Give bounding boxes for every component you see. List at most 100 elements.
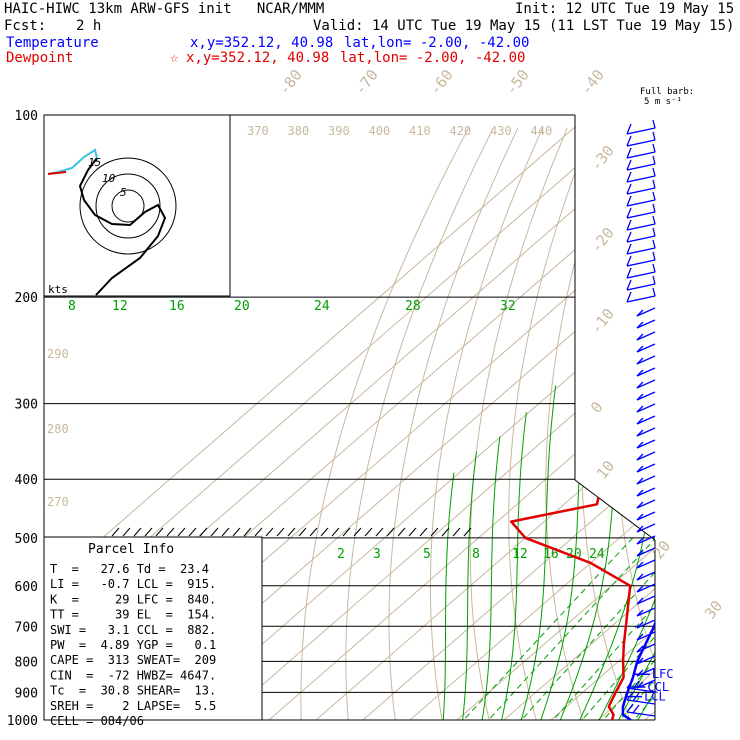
dewpoint-xy: x,y=352.12, 40.98 — [186, 50, 330, 66]
theta-label: 400 — [369, 124, 391, 138]
dry-adiabat — [508, 127, 593, 720]
isotherm-label: -10 — [587, 305, 618, 337]
hatch-mark — [397, 527, 406, 537]
level-label-lcl: LCL — [644, 690, 666, 704]
hatch-mark — [463, 527, 472, 537]
wind-barb — [636, 307, 656, 317]
pressure-label: 900 — [15, 686, 38, 701]
isotherm-line — [724, 102, 740, 733]
hatch-mark — [386, 527, 395, 537]
theta-label: 430 — [490, 124, 512, 138]
parcel-info-box: Parcel Info T = 27.6 Td = 23.4LI = -0.7 … — [43, 536, 263, 728]
wind-barb — [626, 691, 656, 705]
fcst-label: Fcst: — [4, 18, 47, 34]
hodograph-ring-label: 10 — [102, 172, 116, 185]
pressure-label: 600 — [15, 580, 38, 595]
mixing-ratio-labels: 8 12 16 20 24 28 322 3 5 8 12 16 20 24 — [68, 299, 605, 562]
isotherm-label: -60 — [426, 66, 457, 98]
wind-barb — [636, 343, 656, 353]
sounding-profiles — [509, 115, 655, 720]
dewpoint-profile — [509, 115, 655, 720]
moist-adiabat — [611, 297, 655, 720]
isotherm-label: 0 — [587, 398, 607, 416]
parcel-info-row: LI = -0.7 LCL = 915. — [50, 577, 216, 591]
hodograph-frame — [43, 114, 231, 297]
hatch-mark — [430, 527, 439, 537]
parcel-info-row: SWI = 3.1 CCL = 882. — [50, 623, 216, 637]
wind-barb — [636, 643, 656, 653]
wind-barbs — [626, 119, 656, 717]
hodograph-trace-lower — [78, 157, 167, 296]
hatch-mark — [232, 527, 241, 537]
dewpoint-latlon: lat,lon= -2.00, -42.00 — [340, 50, 526, 66]
wind-barb — [636, 367, 656, 377]
mixing-ratio-label: 5 — [423, 547, 431, 562]
wind-barb — [626, 227, 656, 243]
pressure-label: 400 — [15, 473, 38, 488]
hatch-mark — [221, 527, 230, 537]
wind-barb — [636, 571, 656, 581]
wind-barb — [636, 667, 656, 677]
theta-label: 370 — [247, 124, 269, 138]
theta-label: 280 — [47, 422, 69, 436]
parcel-info-row: CAPE = 313 SWEAT= 209 — [50, 653, 216, 667]
hatch-mark — [188, 527, 197, 537]
isotherm-label: 30 — [701, 597, 726, 622]
wind-barb — [626, 239, 656, 255]
pressure-label: 800 — [15, 655, 38, 670]
wind-barb — [626, 179, 656, 195]
isotherm-line — [300, 115, 655, 720]
wind-barb — [636, 547, 656, 557]
hatch-mark — [309, 527, 318, 537]
wind-barb — [626, 703, 656, 717]
hodograph-ring — [95, 173, 161, 239]
hatch-mark — [287, 527, 296, 537]
mixing-ratio-label: 16 — [543, 547, 559, 562]
moist-adiabat-label: 12 — [112, 299, 128, 314]
hatch-mark — [375, 527, 384, 537]
hodograph-ring — [111, 189, 145, 223]
hatch-mark — [342, 527, 351, 537]
pressure-labels: 100 200 300 400 500 600 700 800 900 1000 — [7, 109, 38, 729]
wind-barb — [636, 619, 656, 629]
hatch-mark — [419, 527, 428, 537]
isotherm-label: -70 — [351, 66, 382, 98]
isotherm-line — [159, 115, 655, 720]
parcel-info-row: PW = 4.89 YGP = 0.1 — [50, 638, 216, 652]
dewpoint-legend: Dewpoint — [6, 50, 74, 66]
wind-barb — [636, 331, 656, 341]
moist-adiabat-label: 24 — [314, 299, 330, 314]
hatch-mark — [353, 527, 362, 537]
wind-barb — [636, 511, 656, 521]
wind-barb — [626, 287, 656, 303]
isotherm-label: -30 — [587, 142, 618, 174]
mixing-ratio-label: 2 — [337, 547, 345, 562]
hatch-mark — [276, 527, 285, 537]
hatch-mark — [144, 527, 153, 537]
isotherm-label: -80 — [275, 66, 306, 98]
mixing-ratio-label: 8 — [472, 547, 480, 562]
wind-barb — [636, 415, 656, 425]
hatch-mark — [243, 527, 252, 537]
hatch-mark — [441, 527, 450, 537]
pressure-label: 1000 — [7, 714, 38, 729]
wind-barb — [636, 631, 656, 641]
dry-adiabat — [682, 128, 740, 733]
dewpoint-star-icon: ☆ — [170, 50, 179, 66]
mixing-ratio-line — [541, 537, 655, 720]
wind-barb — [626, 275, 656, 291]
mixing-ratio-line — [509, 537, 655, 720]
parcel-info-row: CIN = -72 HWBZ= 4647. — [50, 668, 216, 682]
temperature-xy: x,y=352.12, 40.98 — [190, 35, 334, 51]
mixing-ratio-line — [451, 537, 634, 720]
wind-barb — [636, 403, 656, 413]
wind-barb — [636, 451, 656, 461]
isotherm-label: -20 — [587, 224, 618, 256]
frame-diagonal — [574, 479, 656, 541]
wind-barb — [636, 523, 656, 533]
model-title: HAIC-HIWC 13km ARW-GFS init NCAR/MMM — [4, 1, 325, 17]
wind-barb — [636, 535, 656, 545]
moist-adiabat — [629, 297, 655, 720]
parcel-info-row: CELL = 084/06 — [50, 714, 144, 728]
